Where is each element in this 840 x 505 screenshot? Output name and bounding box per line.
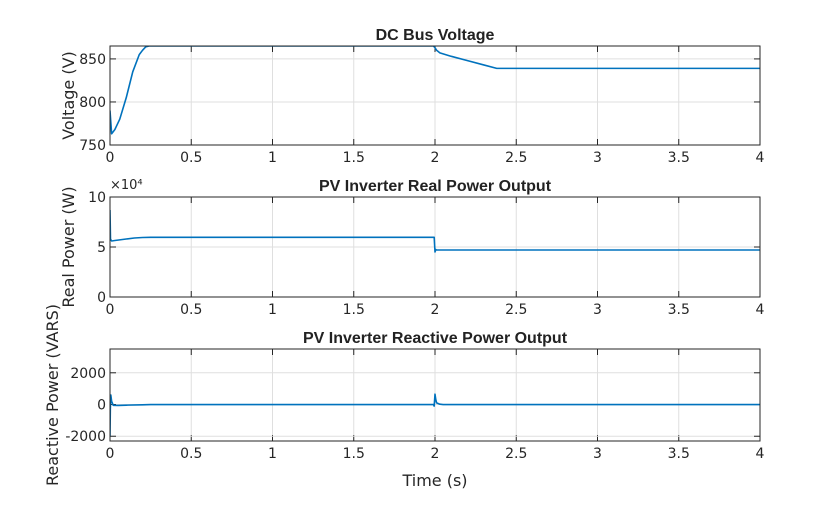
x-tick-label: 4 (756, 150, 765, 166)
chart-title: PV Inverter Real Power Output (319, 178, 552, 195)
y-tick-label: 850 (79, 52, 106, 68)
x-tick-label: 2 (431, 150, 440, 166)
y-tick-label: 0 (97, 290, 106, 306)
x-tick-label: 2.5 (505, 302, 527, 318)
x-tick-label: 0.5 (180, 446, 202, 462)
x-tick-label: 0.5 (180, 150, 202, 166)
y-axis-exponent: ×10⁴ (110, 178, 143, 193)
x-axis-label: Time (s) (401, 471, 467, 490)
axes-box (109, 45, 761, 146)
x-tick-label: 0 (106, 150, 115, 166)
x-tick-label: 2.5 (505, 150, 527, 166)
x-tick-label: 0 (106, 446, 115, 462)
series-line (110, 393, 760, 437)
y-tick-label: 800 (79, 95, 106, 111)
x-tick-label: 3 (593, 302, 602, 318)
x-tick-label: 2 (431, 302, 440, 318)
axes-box (109, 196, 761, 298)
y-tick-label: 0 (97, 398, 106, 414)
y-axis-label: Reactive Power (VARS) (43, 304, 62, 486)
y-tick-label: 750 (79, 138, 106, 154)
x-tick-label: 4 (756, 446, 765, 462)
x-tick-label: 4 (756, 302, 765, 318)
series-line (110, 46, 760, 135)
y-tick-label: 2000 (70, 366, 106, 382)
x-tick-label: 1.5 (343, 446, 365, 462)
y-tick-label: 10 (88, 190, 106, 206)
series-line (110, 209, 760, 253)
x-tick-label: 1.5 (343, 150, 365, 166)
chart-title: PV Inverter Reactive Power Output (303, 330, 568, 347)
y-tick-label: -2000 (65, 429, 106, 445)
x-tick-label: 3.5 (668, 302, 690, 318)
x-tick-label: 2 (431, 446, 440, 462)
x-tick-label: 3 (593, 150, 602, 166)
x-tick-label: 1.5 (343, 302, 365, 318)
chart-title: DC Bus Voltage (376, 27, 495, 44)
y-tick-label: 5 (97, 240, 106, 256)
x-tick-label: 3 (593, 446, 602, 462)
axes-box (109, 348, 761, 442)
x-tick-label: 2.5 (505, 446, 527, 462)
x-tick-label: 1 (268, 150, 277, 166)
subplot-1: 0 0.5 1 1.5 2 2.5 3 3.5 4 750 800 850 DC Bus Voltage… (59, 27, 765, 166)
x-tick-label: 0 (106, 302, 115, 318)
y-axis-label: Voltage (V) (59, 51, 78, 140)
y-axis-label: Real Power (W) (59, 186, 78, 307)
x-tick-label: 1 (268, 446, 277, 462)
subplot-2: 0 0.5 1 1.5 2 2.5 3 3.5 4 0 5 10 PV Inverter Real Po… (59, 178, 765, 318)
x-tick-label: 1 (268, 302, 277, 318)
x-tick-label: 0.5 (180, 302, 202, 318)
x-tick-label: 3.5 (668, 446, 690, 462)
x-tick-label: 3.5 (668, 150, 690, 166)
